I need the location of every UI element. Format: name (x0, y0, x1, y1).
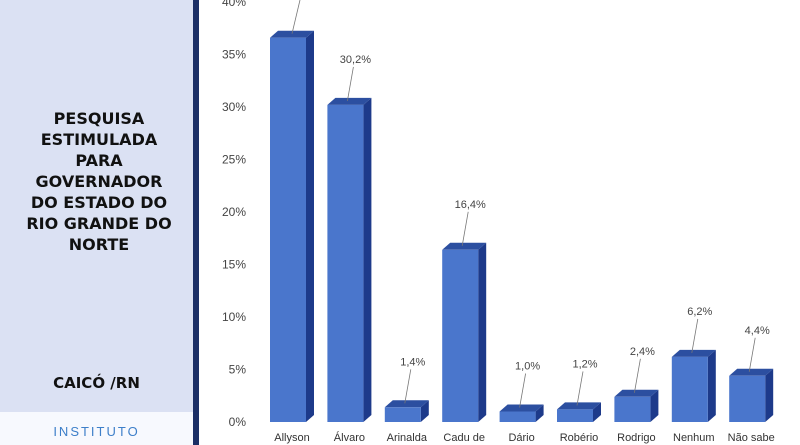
x-tick-label: Cadu de (443, 432, 485, 444)
bar-top (270, 30, 314, 38)
data-label-leader (291, 0, 301, 34)
chart-title: PESQUISA ESTIMULADA PARA GOVERNADOR DO E… (26, 109, 172, 254)
data-label: 1,2% (572, 358, 597, 370)
data-label-leader (576, 371, 584, 406)
y-tick-label: 20% (222, 205, 246, 219)
bar (442, 249, 479, 422)
bar-top (499, 404, 544, 412)
bar-side (420, 400, 429, 422)
data-label: 4,4% (745, 325, 770, 337)
bar-top (614, 389, 659, 397)
bar (270, 37, 306, 422)
data-label: 1,4% (400, 356, 425, 368)
data-label: 2,4% (630, 346, 655, 358)
data-label-leader (634, 358, 641, 393)
bar-side (535, 404, 544, 422)
bar (384, 407, 421, 422)
bar-side (363, 97, 372, 423)
data-label-leader (461, 211, 469, 246)
institute-banner: INSTITUTO (0, 412, 193, 445)
data-label-leader (691, 318, 699, 353)
bar (729, 375, 766, 422)
bar (614, 396, 651, 422)
bar-side (650, 389, 659, 422)
y-tick-label: 30% (222, 100, 246, 114)
bar-top (327, 97, 372, 105)
data-label: 30,2% (340, 54, 371, 66)
bar-top (557, 402, 601, 410)
x-tick-label: Robério (560, 432, 599, 444)
bar (327, 104, 364, 423)
data-label-leader (404, 369, 412, 404)
data-label-leader (519, 373, 526, 408)
panel-divider (193, 0, 199, 445)
x-tick-label: Dário (508, 432, 534, 444)
x-tick-label: Rodrigo (617, 432, 656, 444)
y-tick-label: 10% (222, 310, 246, 324)
y-tick-label: 15% (222, 258, 246, 272)
data-label-leader (347, 66, 354, 101)
bar-top (384, 400, 429, 408)
y-tick-label: 25% (222, 153, 246, 167)
x-tick-label: Nenhum (673, 432, 715, 444)
bar-side (306, 30, 314, 422)
bar-top (671, 349, 716, 357)
y-tick-label: 40% (222, 0, 246, 9)
bar-side (707, 349, 716, 422)
bar-top (442, 242, 487, 250)
data-label-leader (748, 337, 756, 372)
y-tick-label: 0% (229, 415, 247, 429)
bar (499, 411, 536, 422)
x-tick-label: Não sabe (728, 432, 775, 444)
x-tick-label: Allyson (274, 432, 309, 444)
bar-top (729, 368, 774, 376)
city-label: CAICÓ /RN (53, 374, 140, 392)
bar-side (478, 242, 487, 422)
bar (557, 409, 593, 422)
data-label: 1,0% (515, 361, 540, 373)
bar-chart: 0% 5% 10% 15% 20% 25% 30% 35% 40% Allyson Álvaro 30… (222, 0, 775, 444)
bar-side (593, 402, 601, 422)
institute-label: INSTITUTO (53, 424, 140, 439)
x-tick-label: Álvaro (334, 431, 365, 444)
data-label: 16,4% (455, 199, 486, 211)
bar (671, 356, 708, 422)
data-label: 6,2% (687, 306, 712, 318)
y-tick-label: 5% (229, 363, 247, 377)
bar-side (765, 368, 774, 422)
y-tick-label: 35% (222, 48, 246, 62)
x-tick-label: Arinalda (387, 432, 428, 444)
left-panel: PESQUISA ESTIMULADA PARA GOVERNADOR DO E… (0, 0, 193, 445)
